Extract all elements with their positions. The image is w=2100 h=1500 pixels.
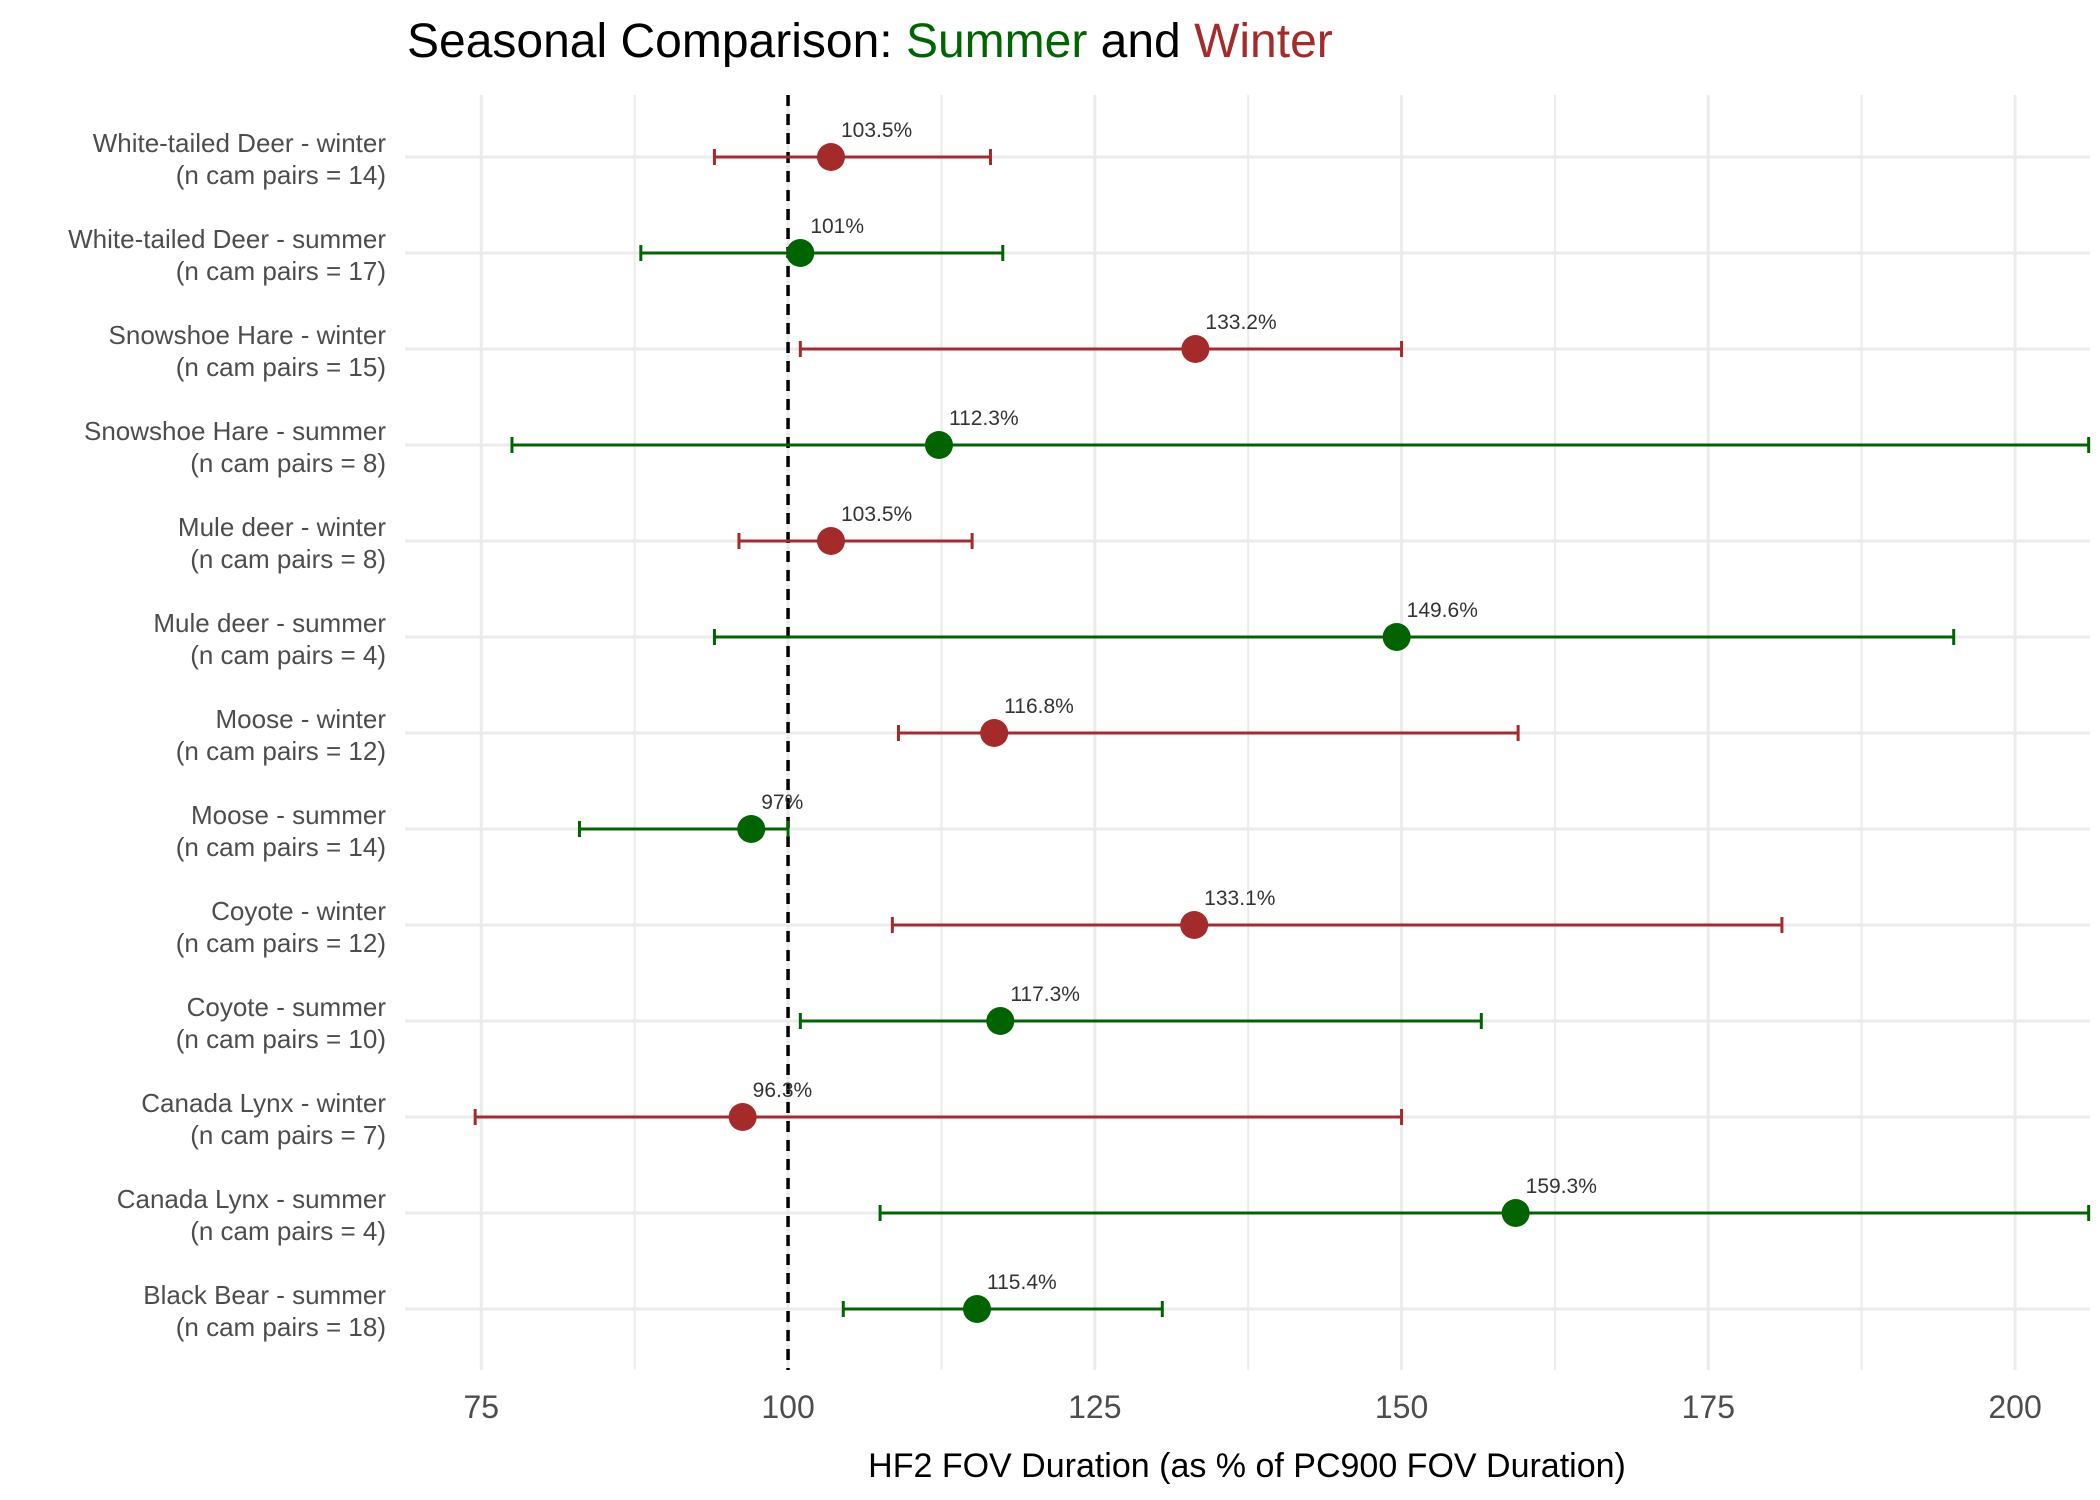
- category-label-line2: (n cam pairs = 15): [176, 352, 386, 382]
- category-label: Mule deer - summer (n cam pairs = 4): [153, 608, 386, 670]
- data-label: 103.5%: [841, 503, 912, 526]
- x-tick-label: 100: [761, 1389, 814, 1425]
- category-label-line1: Snowshoe Hare - summer: [84, 416, 386, 446]
- data-label: 117.3%: [1010, 983, 1080, 1006]
- estimate-point: [1181, 335, 1210, 363]
- data-label: 159.3%: [1526, 1175, 1597, 1198]
- point-range-summer: 101%: [639, 215, 1005, 267]
- x-tick-label: 200: [1988, 1389, 2041, 1425]
- category-label: Coyote - summer (n cam pairs = 10): [176, 992, 387, 1054]
- estimate-point: [737, 815, 766, 843]
- data-label: 96.3%: [753, 1079, 813, 1102]
- category-label-line2: (n cam pairs = 18): [176, 1312, 386, 1342]
- category-label: Moose - summer (n cam pairs = 14): [176, 800, 387, 862]
- title-winter-word: Winter: [1194, 15, 1333, 68]
- data-label: 101%: [810, 215, 864, 238]
- category-label: White-tailed Deer - summer (n cam pairs =…: [68, 224, 386, 286]
- category-label: Snowshoe Hare - winter (n cam pairs = 15): [109, 320, 387, 382]
- data-label: 133.1%: [1204, 887, 1275, 910]
- category-label-line2: (n cam pairs = 8): [190, 544, 386, 574]
- category-label: Snowshoe Hare - summer (n cam pairs = 8): [84, 416, 386, 478]
- category-label-line2: (n cam pairs = 8): [190, 448, 386, 478]
- point-range-winter: 103.5%: [712, 119, 993, 171]
- estimate-point: [924, 431, 953, 459]
- title-prefix: Seasonal Comparison:: [407, 15, 906, 68]
- category-label-line1: White-tailed Deer - summer: [68, 224, 386, 254]
- category-label-line1: Coyote - summer: [187, 992, 387, 1022]
- category-label-line2: (n cam pairs = 4): [190, 1216, 386, 1246]
- point-range-winter: 133.1%: [890, 887, 1784, 939]
- title-connector: and: [1087, 15, 1194, 68]
- category-label: Black Bear - summer (n cam pairs = 18): [143, 1280, 386, 1342]
- estimate-point: [786, 239, 815, 267]
- category-label-line1: White-tailed Deer - winter: [93, 128, 387, 158]
- category-label: Mule deer - winter (n cam pairs = 8): [178, 512, 386, 574]
- chart-title: Seasonal Comparison: Summer and Winter: [407, 15, 1333, 68]
- data-label: 115.4%: [987, 1271, 1057, 1294]
- estimate-point: [1501, 1199, 1530, 1227]
- point-range-summer: 159.3%: [878, 1175, 2091, 1227]
- category-label-line1: Coyote - winter: [211, 896, 386, 926]
- category-label-line2: (n cam pairs = 4): [190, 640, 386, 670]
- data-label: 103.5%: [841, 119, 912, 142]
- point-range-winter: 133.2%: [798, 311, 1404, 363]
- point-range-summer: 117.3%: [798, 983, 1483, 1035]
- category-label-line1: Canada Lynx - summer: [117, 1184, 387, 1214]
- category-label-line2: (n cam pairs = 12): [176, 736, 386, 766]
- category-label-line2: (n cam pairs = 12): [176, 928, 386, 958]
- estimate-point: [816, 143, 845, 171]
- x-axis-title: HF2 FOV Duration (as % of PC900 FOV Dura…: [868, 1447, 1626, 1485]
- x-tick-label: 125: [1068, 1389, 1121, 1425]
- category-label-line1: Moose - summer: [191, 800, 386, 830]
- data-label: 149.6%: [1407, 599, 1478, 622]
- category-label-line1: Mule deer - summer: [153, 608, 386, 638]
- category-label-line2: (n cam pairs = 7): [190, 1120, 386, 1150]
- data-label: 112.3%: [949, 407, 1019, 430]
- data-label: 133.2%: [1205, 311, 1276, 334]
- category-label-line2: (n cam pairs = 17): [176, 256, 386, 286]
- category-label-line1: Black Bear - summer: [143, 1280, 386, 1310]
- estimate-point: [1382, 623, 1411, 651]
- estimate-point: [1180, 911, 1209, 939]
- point-range-winter: 103.5%: [737, 503, 974, 555]
- point-range-winter: 96.3%: [473, 1079, 1404, 1131]
- category-labels: White-tailed Deer - winter (n cam pairs =…: [68, 128, 386, 1342]
- category-label: Canada Lynx - winter (n cam pairs = 7): [141, 1088, 386, 1150]
- estimate-point: [728, 1103, 757, 1131]
- point-range-summer: 149.6%: [712, 599, 1956, 651]
- category-label-line1: Canada Lynx - winter: [141, 1088, 386, 1118]
- estimate-point: [980, 719, 1009, 747]
- x-axis-ticks: 75 100 125 150 175 200: [464, 1389, 2042, 1425]
- category-label-line1: Snowshoe Hare - winter: [109, 320, 387, 350]
- category-label: Moose - winter (n cam pairs = 12): [176, 704, 387, 766]
- point-range-winter: 116.8%: [896, 695, 1520, 747]
- series-layer: 103.5% 101% 133.2% 112.3% 103.5% 149.6% 116.8%…: [473, 119, 2091, 1323]
- x-tick-label: 175: [1682, 1389, 1735, 1425]
- category-label-line1: Mule deer - winter: [178, 512, 386, 542]
- estimate-point: [816, 527, 845, 555]
- estimate-point: [986, 1007, 1015, 1035]
- title-summer-word: Summer: [906, 15, 1087, 68]
- x-tick-label: 75: [464, 1389, 500, 1425]
- category-label-line2: (n cam pairs = 14): [176, 160, 386, 190]
- x-tick-label: 150: [1375, 1389, 1428, 1425]
- category-label: Coyote - winter (n cam pairs = 12): [176, 896, 387, 958]
- data-label: 97%: [761, 791, 803, 814]
- category-label-line1: Moose - winter: [216, 704, 387, 734]
- category-label-line2: (n cam pairs = 10): [176, 1024, 386, 1054]
- data-label: 116.8%: [1004, 695, 1074, 718]
- point-range-summer: 97%: [577, 791, 803, 843]
- category-label: Canada Lynx - summer (n cam pairs = 4): [117, 1184, 387, 1246]
- estimate-point: [963, 1295, 992, 1323]
- category-label-line2: (n cam pairs = 14): [176, 832, 386, 862]
- category-label: White-tailed Deer - winter (n cam pairs =…: [93, 128, 387, 190]
- point-range-summer: 115.4%: [841, 1271, 1164, 1323]
- point-range-summer: 112.3%: [510, 407, 2091, 459]
